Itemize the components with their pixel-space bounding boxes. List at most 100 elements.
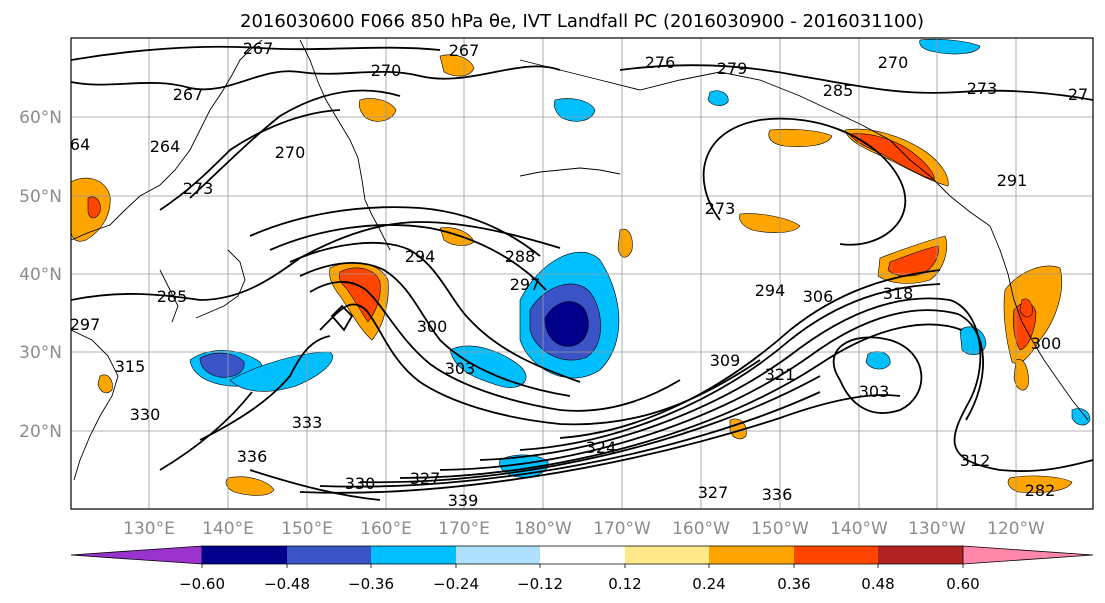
contour-300 (309, 281, 681, 412)
lat-tick-label: 30°N (19, 343, 62, 363)
contour-label: 333 (292, 413, 323, 432)
contour-312 (479, 297, 1093, 472)
contour-label: 294 (755, 281, 786, 300)
lat-axis: 60°N 50°N 40°N 30°N 20°N (19, 108, 62, 442)
shaded-region (449, 345, 527, 388)
contour-loop-north (702, 117, 907, 246)
colorbar: −0.60 −0.48 −0.36 −0.24 −0.12 0.12 0.24 0.36 0.4… (70, 545, 1094, 593)
lon-tick-label: 120°W (987, 519, 1045, 539)
shaded-region (865, 351, 891, 370)
shaded-region (768, 128, 833, 147)
contour-label: 267 (449, 41, 480, 60)
colorbar-segment (709, 546, 794, 564)
contour-label: 282 (1025, 481, 1056, 500)
contour-label: 294 (405, 247, 436, 266)
contour-label: 273 (967, 79, 998, 98)
contour-321 (359, 375, 821, 484)
colorbar-segment (962, 545, 1094, 565)
contour-label: 300 (1031, 334, 1062, 353)
contour-label: 327 (698, 483, 729, 502)
lon-tick-label: 150°W (751, 519, 809, 539)
lon-tick-label: 130°W (908, 519, 966, 539)
shaded-region (87, 196, 101, 219)
contour-label: 297 (510, 275, 541, 294)
lon-tick-label: 170°W (593, 519, 651, 539)
contour-label: 264 (60, 135, 91, 154)
contour-318 (399, 323, 963, 479)
contour-label: 330 (345, 474, 376, 493)
lon-tick-label: 180°W (514, 519, 572, 539)
contour-loop-east (832, 336, 923, 414)
contour-label: 270 (878, 53, 909, 72)
contour-306 (559, 269, 941, 439)
contour-327 (299, 394, 901, 494)
contour-267 (71, 45, 441, 61)
shaded-region (1007, 475, 1073, 493)
colorbar-segment (878, 546, 963, 564)
contour-label: 324 (586, 438, 617, 457)
colorbar-tick-label: −0.48 (264, 575, 310, 593)
contour-label: 306 (803, 287, 834, 306)
coast-china (71, 329, 119, 481)
contour-label: 336 (237, 447, 268, 466)
contour-333 (199, 335, 331, 441)
colorbar-tick-label: 0.60 (946, 575, 979, 593)
shaded-region (1071, 408, 1091, 426)
contour-330 (249, 469, 381, 501)
lon-tick-label: 130°E (123, 519, 175, 539)
contour-297 (299, 261, 571, 397)
lat-tick-label: 50°N (19, 187, 62, 207)
coast-korea (159, 269, 179, 323)
contour-label: 270 (275, 143, 306, 162)
contour-labels: 267 267 276 279 270 273 264 267 264 270 273 285 291 2… (60, 39, 1088, 510)
contour-label: 279 (717, 59, 748, 78)
colorbar-outline (202, 545, 963, 565)
coastlines (71, 39, 1089, 481)
colorbar-tick-label: −0.12 (517, 575, 563, 593)
coast-kamchatka (299, 39, 391, 251)
shaded-region (358, 98, 397, 122)
contour-label: 318 (883, 284, 914, 303)
lon-tick-label: 150°E (281, 519, 333, 539)
contour-label: 270 (371, 61, 402, 80)
contour-label: 309 (710, 351, 741, 370)
contour-291 (269, 224, 547, 291)
contour-label: 264 (150, 137, 181, 156)
colorbar-segments (70, 545, 1094, 565)
contour-309 (519, 283, 941, 451)
contour-279 (619, 64, 1093, 101)
contour-label: 321 (765, 365, 796, 384)
colorbar-tick-label: 0.48 (861, 575, 894, 593)
lon-tick-label: 160°E (360, 519, 412, 539)
contour-label: 315 (115, 357, 146, 376)
colorbar-labels: −0.60 −0.48 −0.36 −0.24 −0.12 0.12 0.24 0.36 0.4… (179, 564, 980, 593)
contour-label: 312 (960, 451, 991, 470)
contour-label: 339 (448, 491, 479, 510)
lon-tick-label: 160°W (672, 519, 730, 539)
colorbar-tick-label: −0.60 (179, 575, 225, 593)
contour-label: 327 (410, 469, 441, 488)
lat-tick-label: 40°N (19, 265, 62, 285)
shaded-region (729, 418, 747, 440)
colorbar-segment (456, 546, 540, 564)
aleutians (519, 167, 621, 177)
contour-label: 267 (243, 39, 274, 58)
colorbar-tick-label: 0.12 (608, 575, 641, 593)
lon-tick-label: 140°E (202, 519, 254, 539)
contour-label: 273 (183, 179, 214, 198)
colorbar-segment (794, 546, 878, 564)
contour-loop-small (330, 304, 354, 332)
lat-tick-label: 20°N (19, 422, 62, 442)
map-frame (70, 37, 1094, 510)
contour-303 (319, 303, 761, 426)
contour-label: 285 (157, 287, 188, 306)
contour-label: 267 (173, 85, 204, 104)
shaded-region (553, 98, 596, 122)
shading-layer (71, 38, 1091, 496)
contour-label: 300 (417, 317, 448, 336)
theta-e-contours (71, 45, 1093, 501)
contour-label: 273 (705, 199, 736, 218)
lon-tick-label: 170°E (438, 519, 490, 539)
contour-270 (189, 89, 401, 199)
shaded-region (739, 213, 801, 233)
